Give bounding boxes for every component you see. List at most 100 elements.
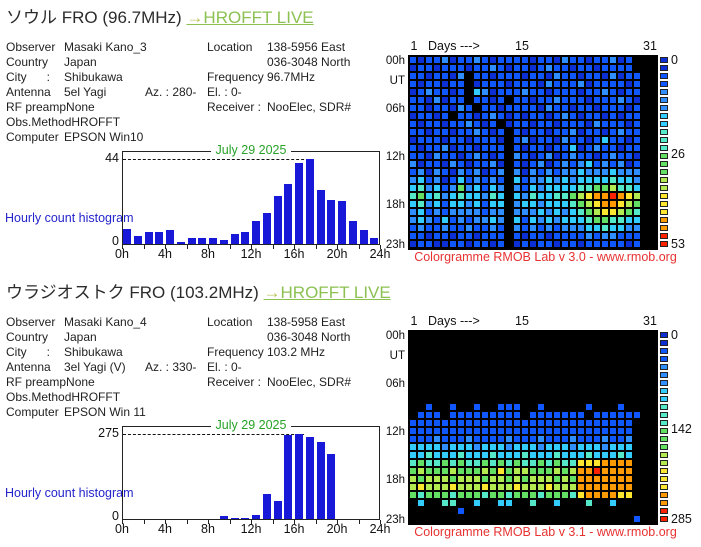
heatmap-cell: [546, 145, 552, 151]
hrofft-live-link[interactable]: →HROFFT LIVE: [264, 283, 391, 302]
heatmap-cell: [498, 404, 504, 410]
color-scale-cell: [660, 193, 668, 199]
heatmap-cell: [594, 97, 600, 103]
heatmap-cell: [450, 193, 456, 199]
heatmap-cell: [530, 65, 536, 71]
heatmap-cell: [570, 113, 576, 119]
heatmap-cell: [546, 105, 552, 111]
heatmap-cell: [490, 129, 496, 135]
heatmap-cell: [426, 460, 432, 466]
heatmap-cell: [506, 428, 512, 434]
heatmap-cell: [618, 145, 624, 151]
heatmap-cell: [450, 97, 456, 103]
heatmap-cell: [578, 185, 584, 191]
heatmap-cell: [602, 145, 608, 151]
color-scale-cell: [660, 420, 668, 426]
heatmap-cell: [490, 105, 496, 111]
heatmap-cell: [586, 161, 592, 167]
hrofft-live-link[interactable]: →HROFFT LIVE: [186, 8, 313, 27]
info-value: HROFFT: [71, 390, 121, 404]
heatmap-cell: [466, 137, 472, 143]
heatmap-cell: [634, 169, 640, 175]
heatmap-cell: [466, 145, 472, 151]
heatmap-cell: [442, 89, 448, 95]
heatmap-cell: [410, 81, 416, 87]
heatmap-cell: [482, 428, 488, 434]
heatmap-cell: [410, 225, 416, 231]
heatmap-cell: [538, 97, 544, 103]
info-value: 3el Yagi (V): [64, 360, 126, 374]
heatmap-cell: [546, 57, 552, 63]
heatmap-cell: [578, 436, 584, 442]
heatmap-cell: [514, 444, 520, 450]
heatmap-cell: [482, 129, 488, 135]
color-scale-cell: [660, 201, 668, 207]
heatmap-cell: [434, 193, 440, 199]
x-axis-tick: [208, 520, 209, 524]
heatmap-cell: [498, 217, 504, 223]
heatmap-cell: [466, 169, 472, 175]
heatmap-cell: [522, 121, 528, 127]
heatmap-cell: [594, 73, 600, 79]
heatmap-cell: [634, 209, 640, 215]
heatmap-cell: [602, 412, 608, 418]
heatmap-cell: [482, 233, 488, 239]
heatmap-cell: [586, 97, 592, 103]
heatmap-cell: [490, 177, 496, 183]
heatmap-cell: [522, 89, 528, 95]
x-axis-tick: [337, 520, 338, 524]
heatmap-cell: [474, 468, 480, 474]
heatmap-cell: [458, 241, 464, 247]
heatmap-cell: [618, 209, 624, 215]
heatmap-cell: [498, 113, 504, 119]
heatmap-cell: [626, 436, 632, 442]
heatmap-cell: [434, 145, 440, 151]
heatmap-cell: [482, 468, 488, 474]
heatmap-cell: [442, 81, 448, 87]
heatmap-cell: [514, 201, 520, 207]
y-axis-min-label: 0: [112, 509, 119, 523]
heatmap-cell: [610, 460, 616, 466]
heatmap-cell: [546, 412, 552, 418]
color-scale-cell: [660, 356, 668, 362]
heatmap-cell: [594, 145, 600, 151]
heatmap-cell: [442, 177, 448, 183]
heatmap-cell: [442, 500, 448, 506]
heatmap-cell: [522, 468, 528, 474]
heatmap-cell: [450, 169, 456, 175]
heatmap-cell: [570, 193, 576, 199]
heatmap-cell: [418, 428, 424, 434]
heatmap-cell: [458, 468, 464, 474]
heatmap-cell: [482, 177, 488, 183]
heatmap-cell: [450, 73, 456, 79]
histogram-bar: [317, 442, 325, 519]
histogram-bar: [231, 518, 239, 519]
heatmap-cell: [410, 468, 416, 474]
heatmap-cell: [426, 492, 432, 498]
heatmap-cell: [514, 121, 520, 127]
color-scale-cell: [660, 492, 668, 498]
heatmap-cell: [610, 137, 616, 143]
heatmap-cell: [490, 420, 496, 426]
heatmap-cell: [426, 233, 432, 239]
heatmap-cell: [562, 97, 568, 103]
hour-axis-label: 18h: [385, 199, 405, 211]
heatmap-cell: [450, 121, 456, 127]
heatmap-cell: [634, 89, 640, 95]
heatmap-cell: [458, 209, 464, 215]
histogram-frame: [122, 426, 380, 520]
heatmap-cell: [530, 452, 536, 458]
heatmap-cell: [634, 161, 640, 167]
heatmap-cell: [578, 492, 584, 498]
heatmap-cell: [450, 468, 456, 474]
info-row: City : Shibukawa Frequency 103.2 MHz: [6, 345, 325, 359]
heatmap-cell: [434, 65, 440, 71]
heatmap-cell: [474, 161, 480, 167]
heatmap-cell: [418, 201, 424, 207]
heatmap-cell: [450, 89, 456, 95]
heatmap-cell: [506, 105, 512, 111]
observer-section-seoul: ソウル FRO (96.7MHz) →HROFFT LIVE Observer M…: [0, 0, 701, 273]
heatmap-cell: [586, 89, 592, 95]
heatmap-cell: [426, 476, 432, 482]
heatmap-cell: [522, 193, 528, 199]
